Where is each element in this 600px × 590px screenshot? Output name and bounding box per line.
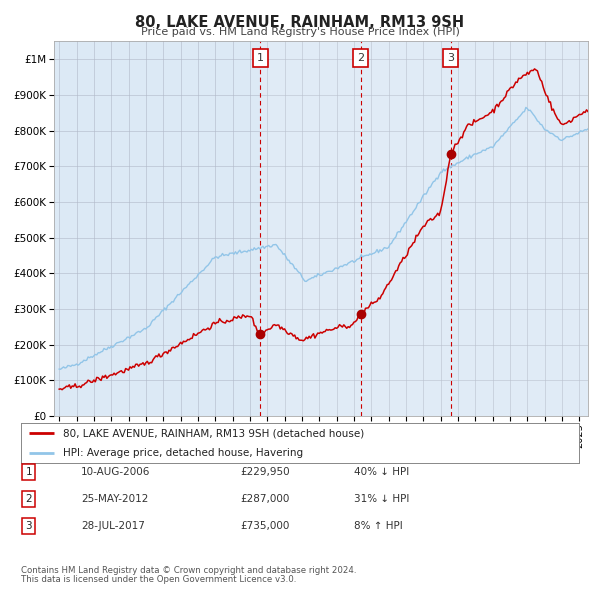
Text: 1: 1: [257, 53, 264, 63]
Bar: [451, 41, 588, 416]
Text: This data is licensed under the Open Government Licence v3.0.: This data is licensed under the Open Gov…: [21, 575, 296, 584]
Text: Contains HM Land Registry data © Crown copyright and database right 2024.: Contains HM Land Registry data © Crown c…: [21, 566, 356, 575]
Text: 28-JUL-2017: 28-JUL-2017: [81, 522, 145, 531]
Text: 3: 3: [25, 522, 32, 531]
Text: 25-MAY-2012: 25-MAY-2012: [81, 494, 148, 504]
Text: £287,000: £287,000: [240, 494, 289, 504]
Text: 2: 2: [357, 53, 364, 63]
Text: 10-AUG-2006: 10-AUG-2006: [81, 467, 151, 477]
Text: £735,000: £735,000: [240, 522, 289, 531]
Text: 2: 2: [25, 494, 32, 504]
Text: 3: 3: [447, 53, 454, 63]
Text: £229,950: £229,950: [240, 467, 290, 477]
Text: 40% ↓ HPI: 40% ↓ HPI: [354, 467, 409, 477]
Text: 80, LAKE AVENUE, RAINHAM, RM13 9SH: 80, LAKE AVENUE, RAINHAM, RM13 9SH: [136, 15, 464, 30]
Bar: [260, 41, 361, 416]
Text: 8% ↑ HPI: 8% ↑ HPI: [354, 522, 403, 531]
Text: 80, LAKE AVENUE, RAINHAM, RM13 9SH (detached house): 80, LAKE AVENUE, RAINHAM, RM13 9SH (deta…: [63, 428, 364, 438]
Text: Price paid vs. HM Land Registry's House Price Index (HPI): Price paid vs. HM Land Registry's House …: [140, 27, 460, 37]
Bar: [361, 41, 451, 416]
Text: 1: 1: [25, 467, 32, 477]
Text: 31% ↓ HPI: 31% ↓ HPI: [354, 494, 409, 504]
Text: HPI: Average price, detached house, Havering: HPI: Average price, detached house, Have…: [63, 448, 303, 458]
